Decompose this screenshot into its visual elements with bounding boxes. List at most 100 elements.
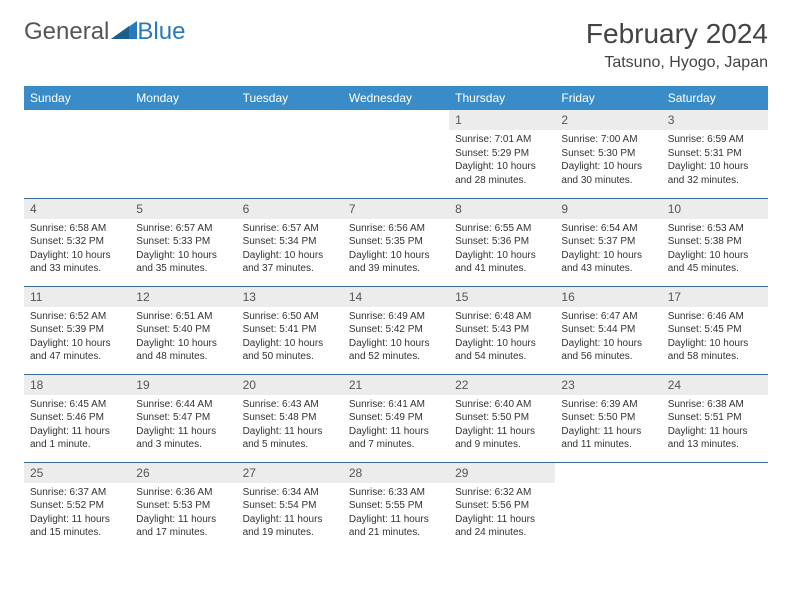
day-number: 8 <box>449 199 555 219</box>
daylight-line: Daylight: 10 hours and 45 minutes. <box>668 249 762 276</box>
sunrise-line: Sunrise: 6:43 AM <box>243 398 337 412</box>
calendar-day-cell: 5Sunrise: 6:57 AMSunset: 5:33 PMDaylight… <box>130 198 236 286</box>
sunrise-line: Sunrise: 6:51 AM <box>136 310 230 324</box>
weekday-header: Friday <box>555 86 661 110</box>
sunset-line: Sunset: 5:31 PM <box>668 147 762 161</box>
calendar-day-cell: 11Sunrise: 6:52 AMSunset: 5:39 PMDayligh… <box>24 286 130 374</box>
calendar-day-cell: 4Sunrise: 6:58 AMSunset: 5:32 PMDaylight… <box>24 198 130 286</box>
day-number: 26 <box>130 463 236 483</box>
calendar-day-cell: 20Sunrise: 6:43 AMSunset: 5:48 PMDayligh… <box>237 374 343 462</box>
sunrise-line: Sunrise: 6:44 AM <box>136 398 230 412</box>
header: General Blue February 2024 Tatsuno, Hyog… <box>24 18 768 72</box>
daylight-line: Daylight: 10 hours and 56 minutes. <box>561 337 655 364</box>
daylight-line: Daylight: 10 hours and 32 minutes. <box>668 160 762 187</box>
sunset-line: Sunset: 5:47 PM <box>136 411 230 425</box>
calendar-day-cell: 22Sunrise: 6:40 AMSunset: 5:50 PMDayligh… <box>449 374 555 462</box>
sunset-line: Sunset: 5:39 PM <box>30 323 124 337</box>
daylight-line: Daylight: 11 hours and 19 minutes. <box>243 513 337 540</box>
sunset-line: Sunset: 5:48 PM <box>243 411 337 425</box>
calendar-day-cell: 7Sunrise: 6:56 AMSunset: 5:35 PMDaylight… <box>343 198 449 286</box>
sunrise-line: Sunrise: 6:59 AM <box>668 133 762 147</box>
day-number: 29 <box>449 463 555 483</box>
daylight-line: Daylight: 10 hours and 30 minutes. <box>561 160 655 187</box>
sunrise-line: Sunrise: 6:46 AM <box>668 310 762 324</box>
calendar-day-cell: 23Sunrise: 6:39 AMSunset: 5:50 PMDayligh… <box>555 374 661 462</box>
day-details: Sunrise: 6:38 AMSunset: 5:51 PMDaylight:… <box>662 395 768 457</box>
month-title: February 2024 <box>586 18 768 50</box>
calendar-day-cell: 12Sunrise: 6:51 AMSunset: 5:40 PMDayligh… <box>130 286 236 374</box>
daylight-line: Daylight: 11 hours and 17 minutes. <box>136 513 230 540</box>
sunset-line: Sunset: 5:49 PM <box>349 411 443 425</box>
calendar-day-cell: 29Sunrise: 6:32 AMSunset: 5:56 PMDayligh… <box>449 462 555 550</box>
sunset-line: Sunset: 5:50 PM <box>561 411 655 425</box>
day-number: 11 <box>24 287 130 307</box>
sunrise-line: Sunrise: 6:37 AM <box>30 486 124 500</box>
day-number: 19 <box>130 375 236 395</box>
day-number: 9 <box>555 199 661 219</box>
daylight-line: Daylight: 10 hours and 33 minutes. <box>30 249 124 276</box>
day-details: Sunrise: 7:01 AMSunset: 5:29 PMDaylight:… <box>449 130 555 192</box>
day-details: Sunrise: 7:00 AMSunset: 5:30 PMDaylight:… <box>555 130 661 192</box>
daylight-line: Daylight: 11 hours and 11 minutes. <box>561 425 655 452</box>
day-number: 18 <box>24 375 130 395</box>
daylight-line: Daylight: 10 hours and 50 minutes. <box>243 337 337 364</box>
daylight-line: Daylight: 11 hours and 13 minutes. <box>668 425 762 452</box>
sunrise-line: Sunrise: 6:33 AM <box>349 486 443 500</box>
sunset-line: Sunset: 5:37 PM <box>561 235 655 249</box>
day-details: Sunrise: 6:44 AMSunset: 5:47 PMDaylight:… <box>130 395 236 457</box>
sunrise-line: Sunrise: 6:39 AM <box>561 398 655 412</box>
sunset-line: Sunset: 5:56 PM <box>455 499 549 513</box>
calendar-day-cell: 24Sunrise: 6:38 AMSunset: 5:51 PMDayligh… <box>662 374 768 462</box>
calendar-day-cell: 16Sunrise: 6:47 AMSunset: 5:44 PMDayligh… <box>555 286 661 374</box>
sunrise-line: Sunrise: 6:54 AM <box>561 222 655 236</box>
day-details: Sunrise: 6:52 AMSunset: 5:39 PMDaylight:… <box>24 307 130 369</box>
sunrise-line: Sunrise: 6:36 AM <box>136 486 230 500</box>
day-details: Sunrise: 6:33 AMSunset: 5:55 PMDaylight:… <box>343 483 449 545</box>
calendar-day-cell: 8Sunrise: 6:55 AMSunset: 5:36 PMDaylight… <box>449 198 555 286</box>
calendar-day-cell: 28Sunrise: 6:33 AMSunset: 5:55 PMDayligh… <box>343 462 449 550</box>
daylight-line: Daylight: 10 hours and 39 minutes. <box>349 249 443 276</box>
calendar-day-cell: 3Sunrise: 6:59 AMSunset: 5:31 PMDaylight… <box>662 110 768 198</box>
sunrise-line: Sunrise: 6:40 AM <box>455 398 549 412</box>
calendar-week-row: 25Sunrise: 6:37 AMSunset: 5:52 PMDayligh… <box>24 462 768 550</box>
calendar-day-cell: 26Sunrise: 6:36 AMSunset: 5:53 PMDayligh… <box>130 462 236 550</box>
sunset-line: Sunset: 5:54 PM <box>243 499 337 513</box>
day-details: Sunrise: 6:57 AMSunset: 5:33 PMDaylight:… <box>130 219 236 281</box>
sunrise-line: Sunrise: 7:00 AM <box>561 133 655 147</box>
day-details: Sunrise: 6:34 AMSunset: 5:54 PMDaylight:… <box>237 483 343 545</box>
sunset-line: Sunset: 5:44 PM <box>561 323 655 337</box>
sunset-line: Sunset: 5:50 PM <box>455 411 549 425</box>
sunset-line: Sunset: 5:51 PM <box>668 411 762 425</box>
sunrise-line: Sunrise: 6:50 AM <box>243 310 337 324</box>
logo-text-general: General <box>24 18 109 46</box>
day-number: 25 <box>24 463 130 483</box>
weekday-header: Tuesday <box>237 86 343 110</box>
sunset-line: Sunset: 5:42 PM <box>349 323 443 337</box>
weekday-header: Thursday <box>449 86 555 110</box>
calendar-head: SundayMondayTuesdayWednesdayThursdayFrid… <box>24 86 768 110</box>
day-number: 1 <box>449 110 555 130</box>
sunset-line: Sunset: 5:46 PM <box>30 411 124 425</box>
sunset-line: Sunset: 5:38 PM <box>668 235 762 249</box>
day-details: Sunrise: 6:50 AMSunset: 5:41 PMDaylight:… <box>237 307 343 369</box>
sunrise-line: Sunrise: 6:53 AM <box>668 222 762 236</box>
weekday-header: Monday <box>130 86 236 110</box>
location: Tatsuno, Hyogo, Japan <box>586 54 768 72</box>
sunrise-line: Sunrise: 6:48 AM <box>455 310 549 324</box>
day-details: Sunrise: 6:56 AMSunset: 5:35 PMDaylight:… <box>343 219 449 281</box>
day-number: 16 <box>555 287 661 307</box>
day-number: 7 <box>343 199 449 219</box>
sunrise-line: Sunrise: 6:55 AM <box>455 222 549 236</box>
day-number: 2 <box>555 110 661 130</box>
daylight-line: Daylight: 10 hours and 54 minutes. <box>455 337 549 364</box>
day-number: 27 <box>237 463 343 483</box>
calendar-empty-cell <box>343 110 449 198</box>
sunrise-line: Sunrise: 6:52 AM <box>30 310 124 324</box>
logo-triangle-icon <box>111 18 137 46</box>
calendar-empty-cell <box>555 462 661 550</box>
sunrise-line: Sunrise: 6:45 AM <box>30 398 124 412</box>
calendar-empty-cell <box>662 462 768 550</box>
sunset-line: Sunset: 5:36 PM <box>455 235 549 249</box>
calendar-day-cell: 2Sunrise: 7:00 AMSunset: 5:30 PMDaylight… <box>555 110 661 198</box>
sunrise-line: Sunrise: 6:32 AM <box>455 486 549 500</box>
